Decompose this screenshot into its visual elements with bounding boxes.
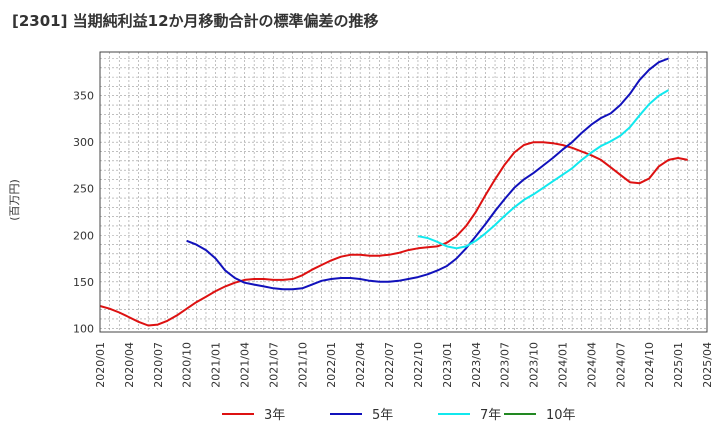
plot-frame [99,51,708,333]
series-lines [99,57,688,327]
x-tick-label: 2022/07 [383,342,396,388]
x-tick-label: 2023/04 [470,342,483,388]
y-tick-label: 350 [73,90,94,103]
x-tick-label: 2023/10 [528,342,541,388]
x-tick-label: 2024/07 [614,342,627,388]
x-tick-label: 2023/01 [441,342,454,388]
x-tick-label: 2021/04 [239,342,252,388]
y-tick-label: 150 [73,276,94,289]
x-axis-ticks: 2020/01 2020/04 2020/07 2020/10 2021/01 2021/… [94,342,714,388]
x-tick-label: 2022/10 [412,342,425,388]
x-tick-label: 2020/07 [152,342,165,388]
x-tick-label: 2021/01 [210,342,223,388]
grid-lines [99,52,708,332]
chart-title: [2301] 当期純利益12か月移動合計の標準偏差の推移 [12,12,379,30]
x-tick-label: 2024/01 [556,342,569,388]
x-tick-label: 2020/01 [94,342,107,388]
y-tick-label: 300 [73,136,94,149]
y-tick-label: 200 [73,229,94,242]
x-tick-label: 2023/07 [499,342,512,388]
legend-label: 7年 [480,408,501,423]
y-tick-label: 100 [73,322,94,335]
x-tick-label: 2025/01 [672,342,685,388]
x-tick-label: 2022/01 [325,342,338,388]
y-tick-label: 250 [73,183,94,196]
x-tick-label: 2021/10 [296,342,309,388]
x-tick-label: 2021/07 [267,342,280,388]
x-tick-label: 2024/04 [585,342,598,388]
x-tick-label: 2020/04 [123,342,136,388]
y-axis-ticks: 100 150 200 250 300 350 [73,90,94,336]
legend-label: 10年 [546,408,576,423]
legend-label: 5年 [372,408,393,423]
x-tick-label: 2020/10 [181,342,194,388]
series-line [186,57,669,291]
x-tick-label: 2024/10 [643,342,656,388]
plot-area [100,52,707,332]
y-axis-label: (百万円) [8,179,21,221]
legend: 3年 5年 7年 10年 [222,408,576,423]
legend-label: 3年 [264,408,285,423]
series-line [417,89,669,250]
x-tick-label: 2022/04 [354,342,367,388]
x-tick-label: 2025/04 [701,342,714,388]
